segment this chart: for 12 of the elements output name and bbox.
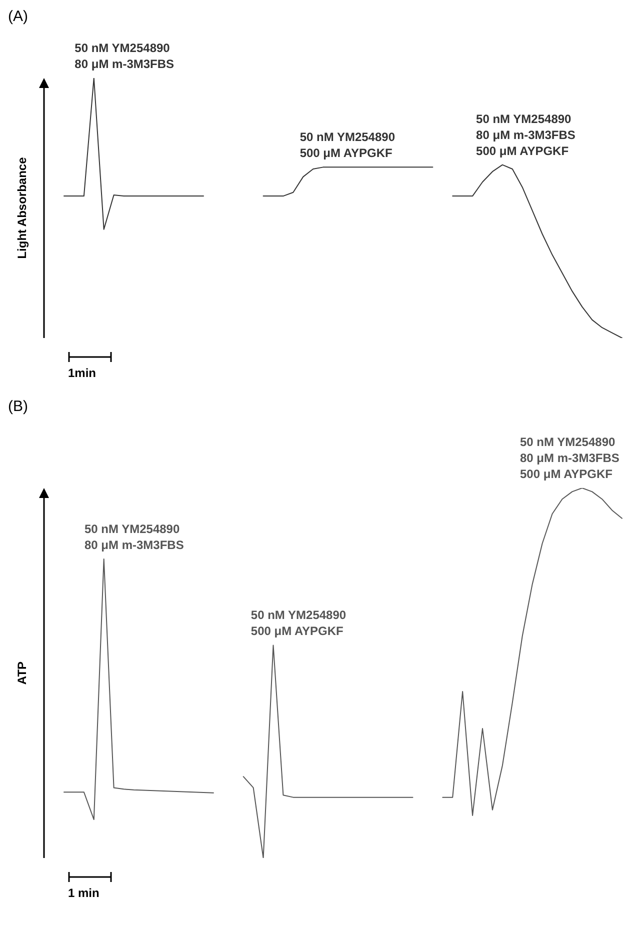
text: 50 nM YM254890 80 μM m-3M3FBS 500 μM AYPGKF <box>520 434 620 482</box>
series-label: 50 nM YM254890 80 μM m-3M3FBS <box>84 521 184 554</box>
text: 1 min <box>68 886 100 900</box>
series-label: 50 nM YM254890 80 μM m-3M3FBS <box>74 40 174 72</box>
series-label: 50 nM YM254890 500 μM AYPGKF <box>300 129 395 162</box>
series-label: 50 nM YM254890 80 μM m-3M3FBS 500 μM AYPGKF <box>476 110 576 159</box>
y-axis-title: ATP <box>14 660 30 687</box>
text: 1min <box>68 366 98 380</box>
chart-title: (B) <box>8 398 28 415</box>
y-axis-title: Light Absorbance <box>14 156 30 261</box>
series-label: 50 nM YM254890 500 μM AYPGKF <box>250 607 346 640</box>
chart-title: (A) <box>8 8 28 25</box>
